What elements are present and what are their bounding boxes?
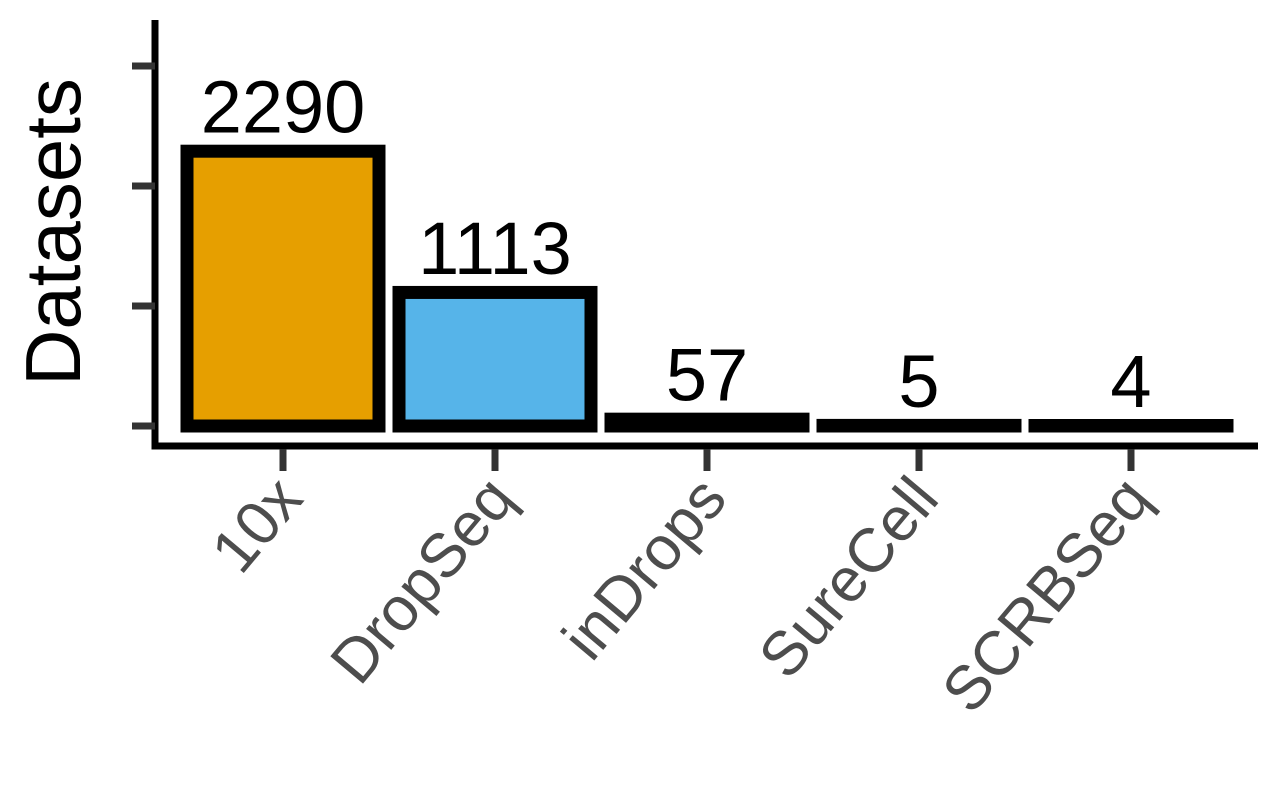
- axes: [151, 20, 1258, 450]
- data-label-indrops: 57: [666, 334, 748, 417]
- data-label-dropseq: 1113: [418, 207, 572, 290]
- bar-indrops: [604, 412, 810, 433]
- x-ticks: [279, 449, 1135, 471]
- bar-dropseq: [392, 285, 598, 433]
- x-tick-label-surecell: SureCell: [746, 465, 952, 692]
- bar-10x: [180, 144, 386, 433]
- x-tick-label-scrbseq: SCRBSeq: [929, 465, 1163, 726]
- bar-surecell: [816, 418, 1022, 433]
- y-axis-title: Datasets: [9, 78, 97, 386]
- x-tick-label-10x: 10x: [199, 465, 316, 586]
- x-tick-label-indrops: inDrops: [550, 465, 740, 673]
- data-label-10x: 2290: [201, 66, 366, 149]
- y-ticks: [132, 62, 155, 430]
- data-label-scrbseq: 4: [1110, 340, 1151, 423]
- data-labels: 2290 1113 57 5 4: [201, 66, 1152, 423]
- data-label-surecell: 5: [898, 340, 939, 423]
- bars: [180, 144, 1234, 433]
- bar-scrbseq: [1028, 419, 1234, 433]
- x-tick-label-dropseq: DropSeq: [318, 465, 528, 697]
